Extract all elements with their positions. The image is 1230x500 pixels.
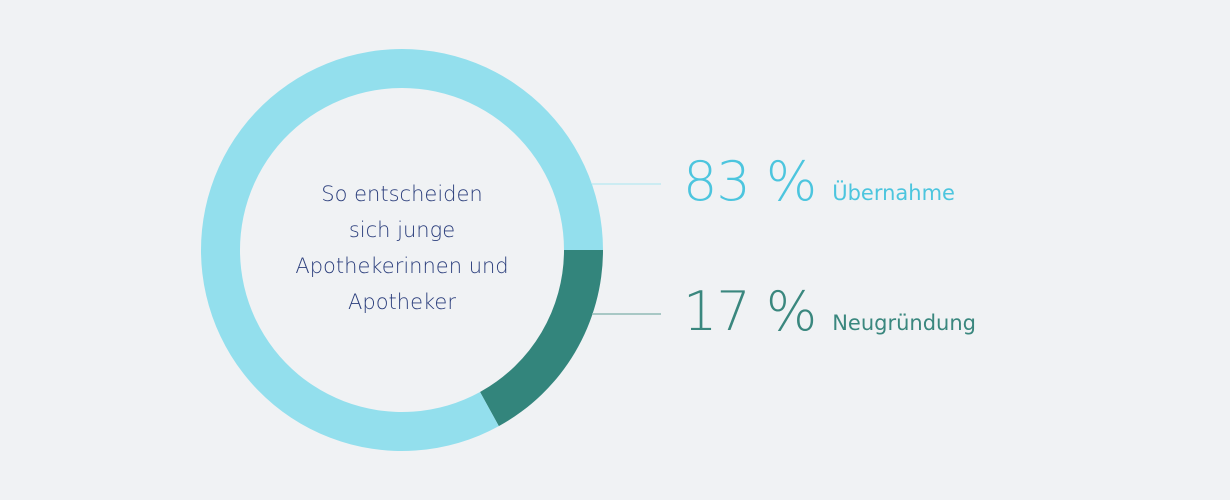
title-line: sich junge xyxy=(348,218,456,242)
title-line: Apotheker xyxy=(348,290,456,314)
legend-label: Übernahme xyxy=(832,181,955,205)
donut-slice-neugruendung xyxy=(480,250,603,427)
title-line: Apothekerinnen und xyxy=(295,254,509,278)
data-label: 17 % xyxy=(683,280,817,343)
legend-item-uebernahme: 83 % Übernahme xyxy=(683,150,955,213)
data-label: 83 % xyxy=(683,150,817,213)
legend-item-neugruendung: 17 % Neugründung xyxy=(683,280,976,343)
chart-title: So entscheiden sich junge Apothekerinnen… xyxy=(262,176,542,320)
legend-label: Neugründung xyxy=(832,311,977,335)
title-line: So entscheiden xyxy=(321,182,483,206)
